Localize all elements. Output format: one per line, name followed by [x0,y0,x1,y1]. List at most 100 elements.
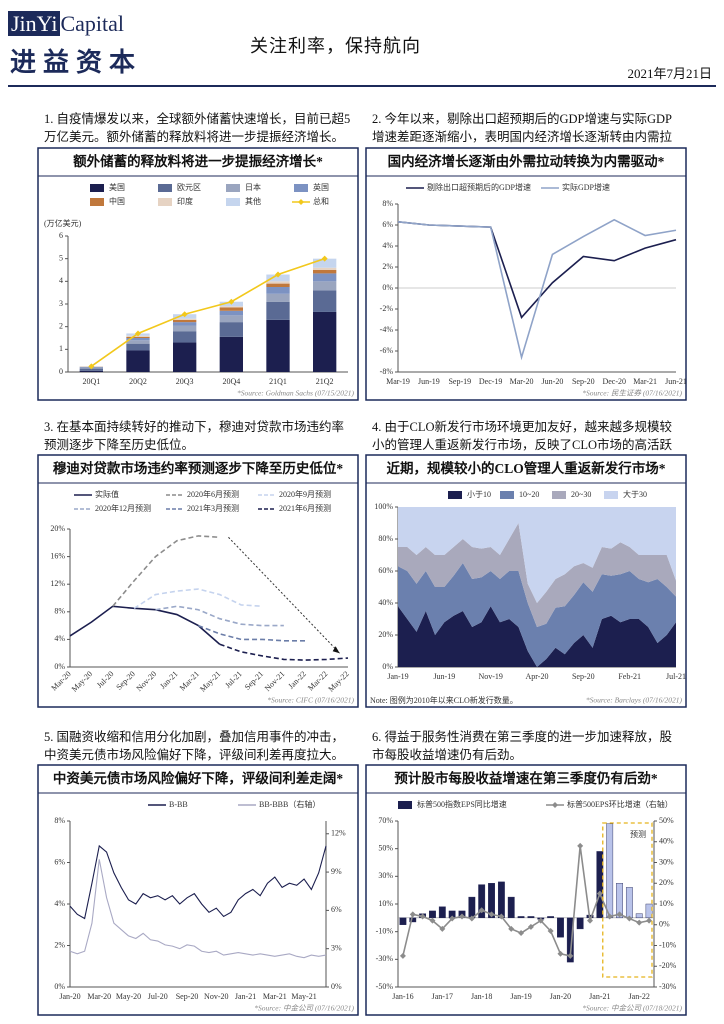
legend-marker [552,802,558,808]
y-tick-label: 1 [59,344,63,353]
x-tick-label: Sep-20 [176,992,199,1001]
legend-label: 小于10 [467,490,491,499]
arrow-head [332,646,340,654]
y-tick-label: -6% [380,346,394,355]
bar [219,307,243,311]
chart-note: Note: 图例为2010年以来CLO新发行数量。 [370,695,518,705]
bar [313,258,337,268]
legend-label: 美国 [109,182,125,192]
y-tick-label: 80% [378,534,393,543]
legend-label: B-BB [169,800,188,809]
y-tick-label: 4% [382,241,393,250]
y-tick-label: 40% [378,598,393,607]
chart-title: 中资美元债市场风险偏好下降，评级间利差走阔* [53,770,343,786]
legend-swatch [500,491,514,499]
y2-tick-label: 0% [659,920,670,929]
line [219,643,349,661]
forecast-box [602,822,653,978]
bar [219,306,243,308]
y-tick-label: 8% [54,607,65,616]
y-tick-label: 4 [59,276,63,285]
y2-tick-label: 40% [659,837,674,846]
y-tick-label: -2% [380,304,394,313]
caption: 1. 自疫情爆发以来，全球额外储蓄快速增长，目前已超5万亿美元。额外储蓄的释放料… [44,112,351,144]
x-tick-label: Jan-18 [471,992,492,1001]
bar [468,896,476,919]
legend-swatch [90,198,104,206]
x-tick-label: Sep-20 [572,672,595,681]
x-tick-label: Jun-19 [418,377,440,386]
y-tick-label: 16% [50,551,65,560]
legend-swatch [226,198,240,206]
legend-label: 英国 [313,182,329,192]
chart-source: *Source: 民生证券 (07/16/2021) [582,389,682,398]
bar [557,917,564,938]
legend-swatch [158,198,172,206]
bar [313,273,337,282]
y2-tick-label: 9% [331,867,342,876]
bar [173,322,197,326]
chart-title: 额外储蓄的释放料将进一步提振经济增长* [73,153,323,169]
bar [645,903,653,919]
y-tick-label: 6 [59,231,63,240]
bar [173,319,197,323]
y-tick-label: -10% [376,926,394,935]
legend-label: 欧元区 [177,182,201,192]
bar [219,336,243,372]
legend-swatch [90,184,104,192]
bar [576,917,584,930]
y-tick-label: 4% [54,899,65,908]
bar [399,917,407,925]
bar [537,917,545,920]
panel-frame [37,764,359,1016]
panel-frame [365,147,687,401]
y2-tick-label: 3% [331,944,342,953]
y-tick-label: -30% [376,954,394,963]
bar [497,881,505,919]
legend-label: 大于30 [623,489,647,499]
legend-label: 2020年9月预测 [279,489,331,499]
legend-swatch [158,184,172,192]
bar [126,343,150,351]
y-tick-label: 8% [54,816,65,825]
y-tick-label: 30% [378,871,393,880]
x-tick-label: Jul-21 [666,672,686,681]
bar [448,910,456,919]
bar [616,883,623,919]
x-tick-label: Jan-16 [392,992,413,1001]
line [155,605,284,627]
y2-tick-label: 0% [331,982,342,991]
bar [635,913,643,919]
y-tick-label: 6% [54,857,65,866]
y-tick-label: 2 [59,321,63,330]
chart-source: *Source: 中金公司 (07/18/2021) [582,1004,682,1013]
y2-tick-label: 30% [659,857,674,866]
x-tick-label: 20Q4 [222,377,240,386]
bar [126,340,150,344]
bar [313,270,337,274]
y-tick-label: 0 [59,367,63,376]
area [398,563,676,667]
caption: 5. 国融资收缩和信用分化加剧，叠加信用事件的冲击，中资美元债市场风险偏好下降，… [44,730,345,762]
y-tick-label: 4% [54,634,65,643]
chart-title: 预计股市每股收益增速在第三季度仍有后劲* [394,770,657,786]
y-tick-label: 20% [378,630,393,639]
logo-en: JinYi Capital [8,10,124,38]
bar [266,287,290,294]
y2-tick-label: -20% [659,961,677,970]
legend-label: 20~30 [571,490,591,499]
x-tick-label: 20Q3 [176,377,194,386]
bar [625,887,633,919]
legend-label: 实际GDP增速 [562,182,610,192]
bar [79,367,103,369]
area [398,606,676,667]
legend-label: 总和 [313,196,329,206]
y-tick-label: 0% [382,662,393,671]
y-tick-label: -50% [376,982,394,991]
bar [547,916,555,919]
legend-label: 2020年12月预测 [95,503,151,513]
y2-tick-label: 50% [659,816,674,825]
y-tick-label: 0% [54,662,65,671]
